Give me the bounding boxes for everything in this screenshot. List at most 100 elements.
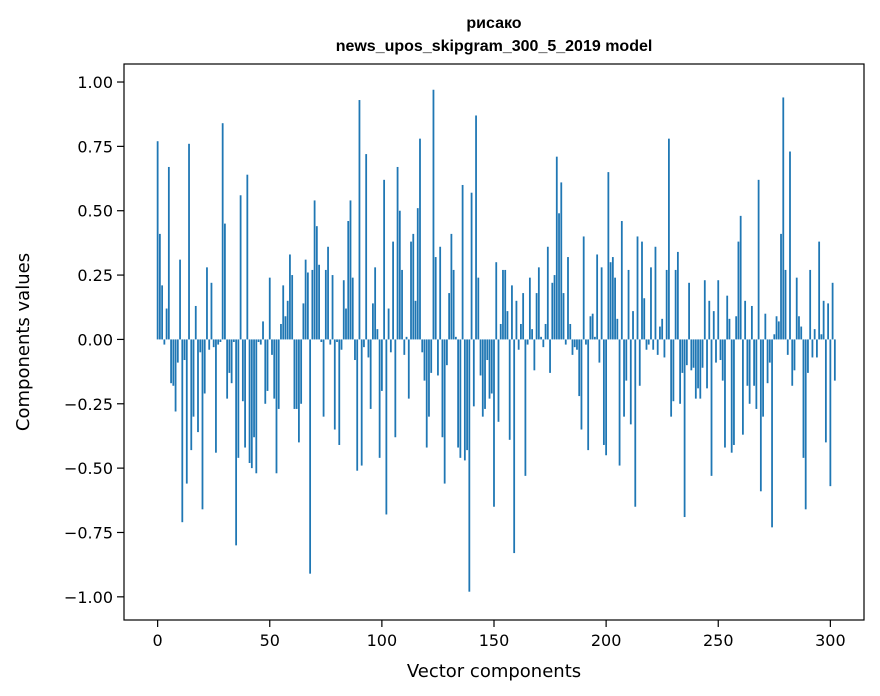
bar-172 — [542, 339, 545, 348]
bar-series — [156, 89, 836, 592]
x-tick-label: 0 — [153, 631, 163, 650]
bar-256 — [730, 339, 733, 453]
bar-74 — [322, 339, 325, 417]
bar-199 — [602, 339, 605, 445]
bar-7 — [172, 339, 175, 386]
bar-299 — [827, 303, 830, 340]
bar-131 — [450, 233, 453, 340]
bar-211 — [629, 339, 632, 425]
bar-300 — [829, 339, 832, 487]
bar-262 — [744, 300, 747, 340]
bar-66 — [304, 259, 307, 340]
bar-87 — [351, 277, 354, 340]
bar-15 — [190, 339, 193, 451]
bar-194 — [591, 313, 594, 340]
bar-111 — [405, 336, 408, 340]
bar-221 — [652, 339, 655, 350]
y-tick-label: −0.25 — [64, 395, 113, 414]
bar-8 — [174, 339, 177, 412]
bar-220 — [650, 267, 652, 340]
bar-67 — [306, 272, 309, 340]
bar-203 — [611, 257, 614, 340]
chart-subtitle: news_upos_skipgram_300_5_2019 model — [336, 38, 653, 55]
bar-244 — [703, 280, 706, 340]
bar-121 — [428, 339, 430, 417]
bar-120 — [425, 339, 428, 448]
bar-144 — [479, 339, 482, 376]
bar-181 — [562, 293, 565, 340]
bar-180 — [560, 182, 563, 340]
bar-245 — [706, 339, 708, 389]
bar-147 — [486, 339, 489, 361]
bar-170 — [537, 267, 540, 340]
bar-179 — [558, 213, 560, 340]
bar-287 — [800, 326, 803, 340]
bar-163 — [522, 293, 525, 340]
bar-24 — [210, 282, 213, 340]
x-tick-label: 200 — [591, 631, 622, 650]
bar-81 — [338, 339, 341, 445]
bar-35 — [235, 339, 238, 546]
y-axis: −1.00 −0.75 −0.50 −0.25 0.00 0.25 0.50 0.75 1.00 — [64, 73, 124, 607]
bar-223 — [656, 339, 659, 355]
bar-84 — [345, 308, 347, 340]
bar-275 — [773, 334, 776, 340]
bar-109 — [401, 269, 403, 340]
bar-10 — [179, 259, 181, 340]
bar-281 — [786, 339, 789, 355]
x-tick-label: 250 — [703, 631, 734, 650]
y-tick-label: −0.50 — [64, 459, 113, 478]
bar-267 — [755, 339, 758, 409]
bar-257 — [733, 339, 735, 445]
bar-11 — [181, 339, 184, 523]
bar-177 — [553, 275, 556, 340]
bar-106 — [394, 339, 397, 438]
bar-246 — [708, 300, 711, 340]
bar-49 — [266, 339, 269, 391]
bar-285 — [795, 277, 798, 340]
bar-155 — [504, 269, 507, 340]
bar-242 — [699, 339, 702, 399]
bar-1 — [158, 233, 161, 340]
bar-125 — [437, 339, 439, 376]
bar-102 — [385, 339, 388, 515]
bar-213 — [634, 339, 637, 507]
bar-255 — [728, 318, 731, 340]
bar-191 — [585, 339, 587, 345]
y-axis-label: Components values — [13, 253, 34, 431]
bar-86 — [349, 200, 352, 340]
bar-184 — [569, 323, 572, 340]
bar-117 — [419, 138, 421, 340]
bar-78 — [331, 275, 334, 340]
y-tick-label: −0.75 — [64, 523, 113, 542]
bar-157 — [508, 339, 511, 440]
bar-183 — [567, 257, 569, 340]
bar-103 — [387, 308, 390, 340]
bar-130 — [448, 293, 451, 340]
bar-240 — [694, 339, 697, 399]
bar-216 — [641, 241, 643, 340]
y-tick-label: 0.50 — [77, 202, 113, 221]
bar-209 — [625, 339, 628, 381]
bar-269 — [759, 339, 762, 492]
bar-149 — [490, 339, 493, 394]
bar-282 — [789, 151, 791, 340]
bar-171 — [540, 336, 542, 340]
bar-226 — [663, 339, 666, 358]
bar-289 — [804, 339, 807, 510]
bar-276 — [775, 316, 778, 340]
bar-160 — [515, 300, 518, 340]
bar-233 — [679, 339, 682, 404]
bar-13 — [185, 339, 188, 484]
bar-22 — [206, 267, 208, 340]
bar-295 — [818, 241, 821, 340]
bar-34 — [232, 339, 235, 342]
bar-129 — [446, 339, 448, 366]
bar-79 — [333, 339, 336, 430]
bar-258 — [735, 316, 738, 340]
bar-59 — [289, 254, 291, 340]
bar-43 — [253, 339, 255, 438]
x-tick-label: 100 — [367, 631, 398, 650]
bar-270 — [762, 339, 764, 417]
